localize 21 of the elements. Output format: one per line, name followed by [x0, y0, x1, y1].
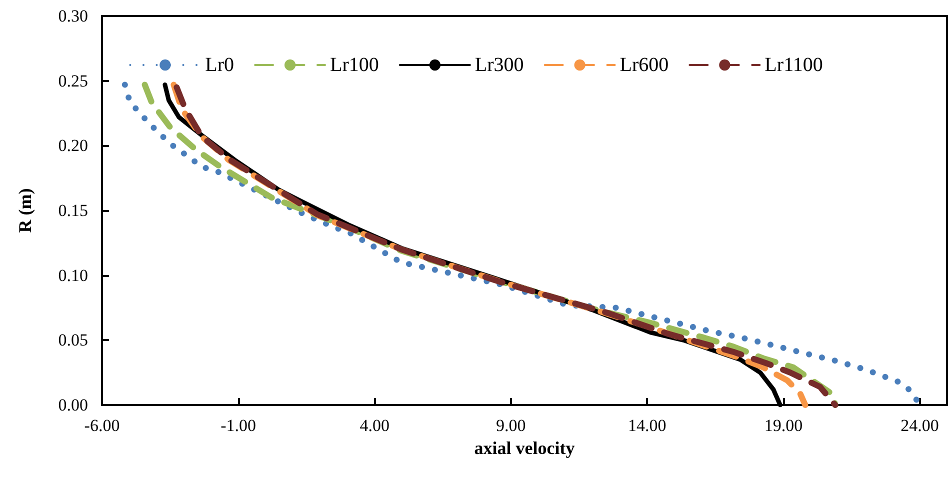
y-tick-label: 0.10 [58, 266, 88, 285]
legend-label: Lr600 [620, 54, 669, 76]
y-tick-label: 0.00 [58, 396, 88, 414]
y-tick-label: 0.25 [58, 71, 88, 90]
x-tick-label: -1.00 [220, 416, 256, 435]
y-axis-title: R (m) [15, 188, 35, 233]
legend-label: Lr300 [474, 54, 524, 76]
y-tick-label: 0.20 [58, 136, 88, 156]
x-tick-label: 14.00 [628, 416, 666, 435]
x-tick-label: 24.00 [900, 416, 939, 435]
x-tick-label: 19.00 [764, 416, 803, 435]
x-tick-label: 4.00 [360, 416, 390, 435]
legend-label: Lr100 [330, 54, 379, 76]
x-tick-label: 9.00 [496, 416, 526, 435]
x-tick-label: -6.00 [84, 416, 120, 435]
y-tick-label: 0.30 [58, 6, 88, 26]
legend-label: Lr0 [205, 54, 234, 76]
legend-label: Lr1100 [764, 54, 823, 76]
y-tick-label: 0.15 [58, 201, 88, 220]
y-tick-label: 0.05 [58, 330, 88, 350]
x-axis-title: axial velocity [474, 438, 575, 458]
